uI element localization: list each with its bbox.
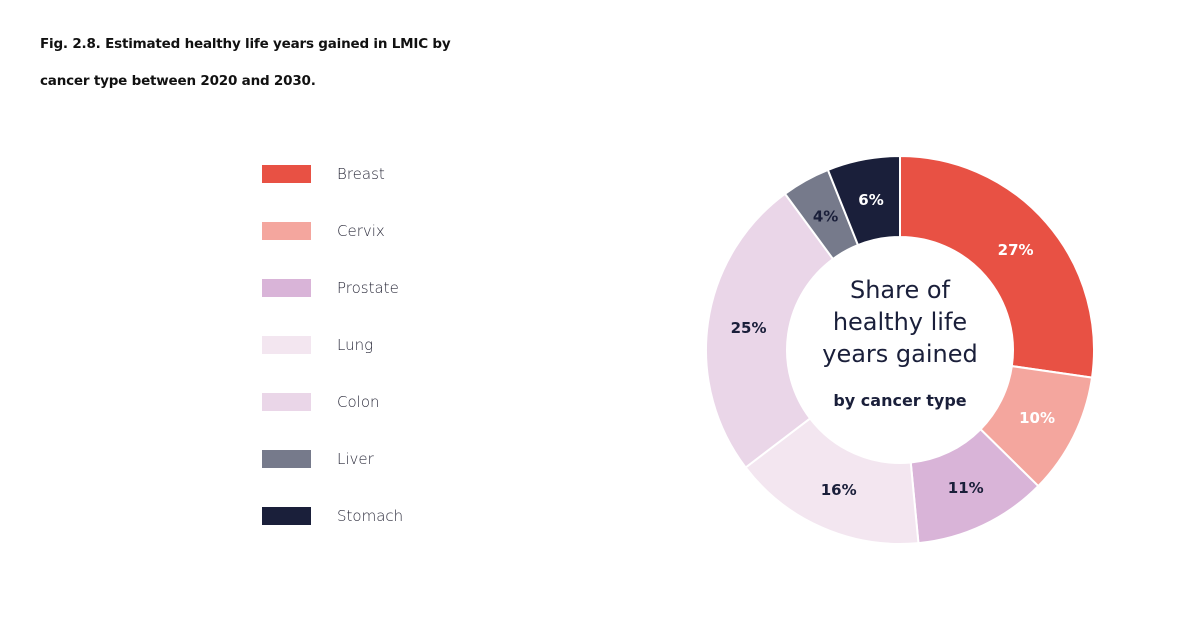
chart-title: Fig. 2.8. Estimated healthy life years g… xyxy=(40,26,500,100)
donut-chart: 27% 10% 11% 16% 25% 4% 6% Share of healthy lif… xyxy=(705,154,1095,545)
legend-item-prostate: Prostate xyxy=(262,277,462,297)
legend-item-cervix: Cervix xyxy=(262,220,462,240)
chart-title-line-2: cancer type between 2020 and 2030. xyxy=(40,73,316,89)
slice-label-liver: 4% xyxy=(813,207,838,225)
legend-label-liver: Liver xyxy=(337,450,374,468)
legend-label-breast: Breast xyxy=(337,165,385,183)
slice-label-prostate: 11% xyxy=(948,479,984,497)
slice-breast xyxy=(899,154,1095,379)
center-text-line-1: Share of xyxy=(850,276,951,304)
legend-swatch-cervix xyxy=(262,222,311,240)
legend-swatch-prostate xyxy=(262,279,311,297)
center-text-sub: by cancer type xyxy=(833,391,966,410)
legend-item-lung: Lung xyxy=(262,334,462,354)
legend-label-prostate: Prostate xyxy=(337,279,399,297)
slice-label-colon: 25% xyxy=(731,319,767,337)
donut-center-text: Share of healthy life years gained by ca… xyxy=(822,276,978,410)
center-text-line-2: healthy life xyxy=(833,308,967,336)
legend-item-liver: Liver xyxy=(262,448,462,468)
slice-label-lung: 16% xyxy=(821,481,857,499)
legend-swatch-stomach xyxy=(262,507,311,525)
legend-item-breast: Breast xyxy=(262,163,462,183)
legend-label-colon: Colon xyxy=(337,393,380,411)
legend-label-lung: Lung xyxy=(337,336,374,354)
legend-swatch-colon xyxy=(262,393,311,411)
donut-slice-labels: 27% 10% 11% 16% 25% 4% 6% xyxy=(731,191,1055,499)
chart-title-line-1: Fig. 2.8. Estimated healthy life years g… xyxy=(40,36,451,52)
slice-label-breast: 27% xyxy=(998,241,1034,259)
slice-colon xyxy=(705,192,835,469)
legend-swatch-breast xyxy=(262,165,311,183)
legend-swatch-lung xyxy=(262,336,311,354)
legend-item-stomach: Stomach xyxy=(262,505,462,525)
legend-label-stomach: Stomach xyxy=(337,507,404,525)
slice-stomach xyxy=(826,154,901,247)
legend-swatch-liver xyxy=(262,450,311,468)
slice-label-stomach: 6% xyxy=(858,191,883,209)
donut-slices xyxy=(705,154,1095,545)
slice-label-cervix: 10% xyxy=(1019,409,1055,427)
center-text-line-3: years gained xyxy=(822,340,978,368)
legend-label-cervix: Cervix xyxy=(337,222,385,240)
legend-item-colon: Colon xyxy=(262,391,462,411)
